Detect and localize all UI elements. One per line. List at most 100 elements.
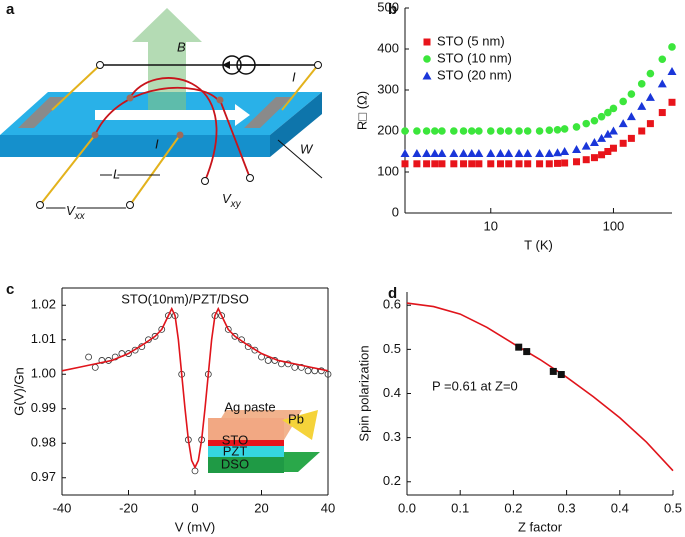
inset-label: PZT [223,443,248,458]
marker [218,312,226,320]
y-tick-label: 0.3 [383,429,401,444]
marker [486,127,495,135]
marker [668,98,676,106]
marker [657,79,667,88]
marker [91,363,99,371]
contact [126,94,134,102]
panel-label: a [6,1,15,18]
inset-layer [208,457,284,473]
y-tick-label: 0.98 [31,435,56,450]
marker [618,119,628,128]
y-tick-label: 0.4 [383,385,401,400]
marker [609,144,617,152]
marker [560,125,569,133]
legend-label: STO (5 nm) [437,33,505,48]
x-tick-label: 0.5 [664,500,682,515]
line [406,302,674,472]
label: B [177,39,186,54]
wire [281,64,319,111]
marker [667,67,677,76]
marker [495,149,505,158]
marker [496,160,504,168]
y-axis-label: G(V)/Gn [11,367,26,415]
contact [216,96,224,104]
marker [645,92,655,101]
marker [423,38,431,46]
marker [658,55,667,64]
marker [224,325,232,333]
marker [515,160,523,168]
inset-layer [208,440,284,446]
y-tick-label: 300 [377,81,399,96]
marker [597,112,606,121]
marker [536,160,544,168]
marker [619,139,627,147]
marker [467,149,477,158]
label: Vxx [66,203,86,221]
marker [553,148,563,157]
marker [504,149,514,158]
marker [264,357,272,364]
marker [535,127,544,135]
x-tick-label: 40 [321,500,335,515]
x-axis-label: Z factor [518,519,563,534]
marker [560,147,570,155]
marker [590,154,598,162]
marker [514,149,524,158]
x-tick-label: 100 [603,218,625,233]
marker [401,160,409,168]
y-tick-label: 1.02 [31,297,56,312]
chart-title: STO(10nm)/PZT/DSO [121,291,249,306]
marker [401,127,409,135]
legend-label: STO (10 nm) [437,50,512,65]
legend-label: STO (20 nm) [437,67,512,82]
electrode [18,97,66,128]
marker [626,112,636,121]
inset-label: DSO [221,456,249,471]
chart: d 0.2 0.3 0.4 0.5 0.6 0.0 0.1 0.2 0.3 0.4 0.5 Z fact… [356,285,682,534]
current-arrow [95,104,250,126]
marker [549,367,557,375]
inset-layer [208,446,284,457]
x-tick-label: 0 [191,500,198,515]
inset-label: STO [222,432,249,447]
marker [590,116,599,125]
marker [554,159,562,167]
x-tick-label: 0.3 [558,500,576,515]
x-axis-label: T (K) [524,237,553,252]
marker [646,69,655,78]
marker [422,71,432,80]
y-tick-label: 500 [377,0,399,14]
x-tick-label: -40 [53,500,72,515]
terminal [201,177,209,185]
marker [597,133,607,142]
marker [412,149,422,158]
marker [627,90,636,98]
marker [487,160,495,168]
arrowhead [222,61,230,69]
y-tick-label: 200 [377,122,399,137]
marker [125,350,132,357]
marker [627,134,635,142]
marker [646,120,654,128]
terminal [246,174,254,182]
marker [589,137,599,146]
marker [609,104,618,113]
marker [231,332,239,340]
marker [449,149,459,158]
label: W [300,141,314,156]
marker [637,101,647,110]
panel-a-diagram: a B I I L W Vxx [0,1,323,224]
marker [553,125,562,134]
marker [430,149,440,158]
marker [467,127,476,135]
marker [85,353,92,361]
wire [51,64,101,111]
marker [668,43,676,51]
marker [437,149,447,158]
label: Vxy [222,191,242,209]
marker [423,55,431,63]
line [61,306,329,470]
marker [475,160,483,168]
y-axis-label: Spin polarization [356,345,371,441]
